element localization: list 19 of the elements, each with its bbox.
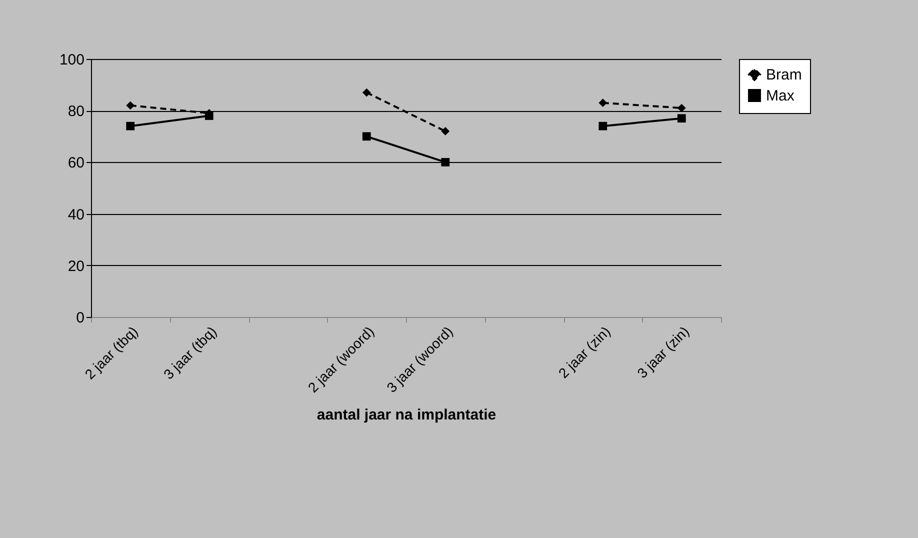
y-tick-label: 80 <box>68 103 84 120</box>
point <box>126 101 135 110</box>
y-tick-label: 100 <box>59 52 84 68</box>
y-tick-label: 20 <box>68 258 84 275</box>
point <box>441 158 450 166</box>
y-tick-label: 60 <box>68 154 84 172</box>
y-tick-label: 40 <box>68 206 84 224</box>
point <box>598 122 608 130</box>
x-axis-title: aantal jaar na implantatie <box>316 406 496 424</box>
point <box>598 98 608 108</box>
point <box>362 132 371 141</box>
point <box>126 122 135 130</box>
legend-label: Max <box>766 88 795 104</box>
y-tick-label: 0 <box>76 310 84 326</box>
legend-label: Bram <box>766 66 802 84</box>
point <box>362 88 371 97</box>
point <box>441 127 450 136</box>
point <box>677 104 686 112</box>
point <box>677 114 686 123</box>
